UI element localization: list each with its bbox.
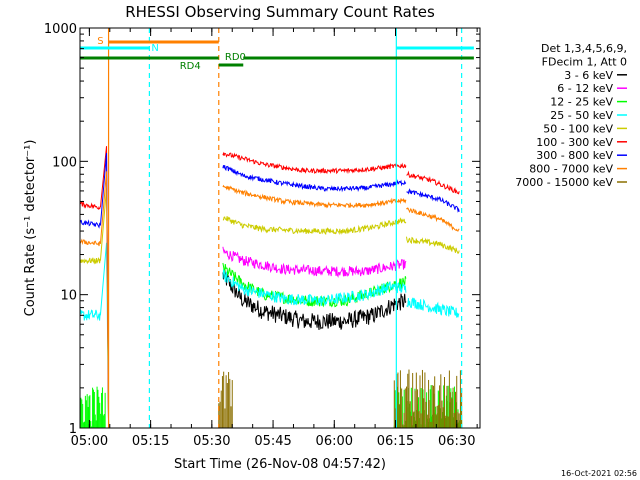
y-axis-label: Count Rate (s⁻¹ detector⁻¹) — [23, 140, 38, 317]
series-line-6 — [406, 188, 460, 213]
legend-entry-0: 3 - 6 keV — [564, 69, 613, 82]
series-line-4 — [222, 216, 407, 236]
x-tick-label: 05:15 — [132, 434, 169, 449]
x-tick-label: 06:15 — [377, 434, 414, 449]
legend-header-0: Det 1,3,4,5,6,9, — [541, 42, 627, 55]
legend-entry-2: 12 - 25 keV — [550, 96, 613, 109]
series-line-5 — [80, 200, 101, 211]
legend-entry-5: 100 - 300 keV — [536, 136, 613, 149]
series-line-5 — [406, 170, 460, 195]
legend-entry-6: 300 - 800 keV — [536, 149, 613, 162]
series-line-3 — [222, 269, 407, 306]
x-tick-label: 05:30 — [193, 434, 230, 449]
x-tick-label: 05:45 — [254, 434, 291, 449]
y-tick-label: 1000 — [44, 22, 77, 37]
chart-title: RHESSI Observing Summary Count Rates — [125, 3, 435, 21]
series-spike-7 — [99, 171, 110, 429]
legend-header-1: FDecim 1, Att 0 — [542, 55, 627, 68]
series-line-6 — [222, 165, 407, 193]
series-line-7 — [222, 184, 407, 209]
series-line-3 — [406, 297, 460, 318]
series-line-1 — [222, 246, 407, 278]
y-tick-label: 10 — [60, 289, 77, 304]
legend-entry-3: 25 - 50 keV — [550, 109, 613, 122]
annotation-label-1: N — [151, 43, 158, 54]
legend-entry-7: 800 - 7000 keV — [529, 163, 613, 176]
series-line-0 — [222, 268, 407, 331]
x-tick-label: 05:00 — [71, 434, 108, 449]
plot-frame — [79, 27, 481, 429]
legend-entry-1: 6 - 12 keV — [557, 82, 613, 95]
series-line-3 — [79, 309, 101, 321]
legend-entry-8: 7000 - 15000 keV — [515, 176, 613, 189]
y-tick-label: 1 — [69, 422, 77, 437]
y-tick-label: 100 — [52, 155, 77, 170]
annotation-label-2: RD4 — [180, 61, 201, 72]
series-line-5 — [222, 151, 407, 175]
series-line-4 — [79, 257, 101, 265]
x-axis-label: Start Time (26-Nov-08 04:57:42) — [174, 457, 386, 472]
x-tick-label: 06:30 — [438, 434, 475, 449]
annotation-label-0: S — [97, 36, 103, 47]
series-line-7 — [406, 207, 460, 232]
series-line-7 — [79, 238, 101, 247]
annotation-label-3: RD0 — [225, 52, 246, 63]
timestamp: 16-Oct-2021 02:56 — [561, 469, 637, 478]
x-tick-label: 06:00 — [316, 434, 353, 449]
series-line-6 — [79, 219, 101, 229]
series-line-4 — [406, 236, 460, 255]
legend-entry-4: 50 - 100 keV — [543, 122, 613, 135]
